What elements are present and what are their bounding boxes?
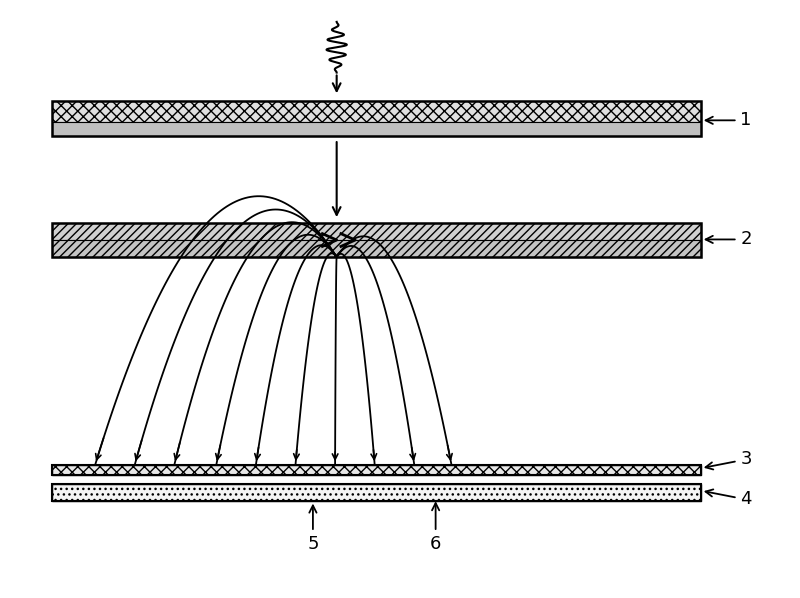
- Text: 5: 5: [307, 505, 318, 553]
- Text: 1: 1: [706, 111, 752, 129]
- Bar: [52, 240, 701, 257]
- Text: 3: 3: [706, 450, 752, 469]
- Text: 2: 2: [706, 230, 752, 248]
- Bar: [52, 465, 701, 475]
- Text: 6: 6: [430, 503, 442, 553]
- Bar: [52, 101, 701, 136]
- Bar: [52, 484, 701, 501]
- Bar: [52, 223, 701, 240]
- Bar: [52, 223, 701, 257]
- Text: 4: 4: [706, 489, 752, 508]
- Bar: [52, 465, 701, 475]
- Bar: [52, 484, 701, 501]
- Bar: [52, 101, 701, 122]
- Bar: [52, 122, 701, 136]
